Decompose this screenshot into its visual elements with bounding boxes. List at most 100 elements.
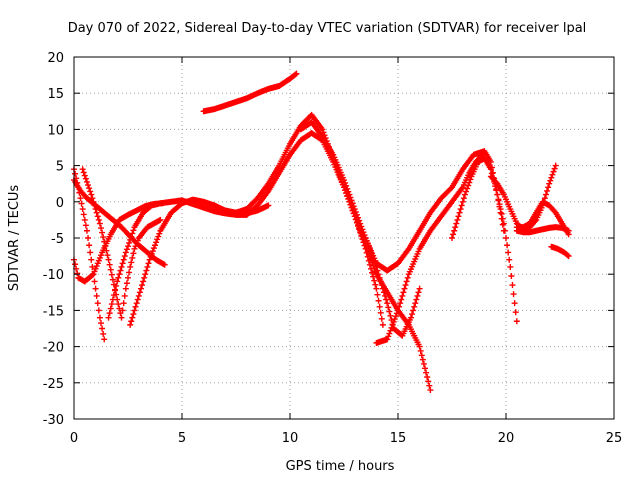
data-point: [550, 168, 557, 175]
data-point: [390, 318, 397, 325]
x-tick-label: 20: [498, 431, 515, 446]
data-point: [356, 217, 363, 224]
data-point: [388, 324, 395, 331]
data-point: [348, 197, 355, 204]
data-point: [353, 211, 360, 218]
data-point: [106, 310, 113, 317]
data-point: [544, 187, 551, 194]
data-point: [145, 260, 152, 267]
data-point: [362, 245, 369, 252]
data-point: [452, 224, 459, 231]
data-point: [106, 261, 113, 268]
data-point: [503, 235, 509, 241]
data-point: [552, 162, 559, 169]
data-point: [109, 276, 116, 283]
axis-ticks: 0 5 10 15 20 25 -30 -25 -20 -15 -10 -5 0 5 10 15 20: [43, 51, 623, 446]
data-point: [386, 330, 393, 337]
data-point: [382, 292, 389, 299]
data-point: [136, 289, 143, 296]
data-point: [122, 285, 129, 292]
data-point: [133, 240, 140, 247]
data-point: [132, 243, 139, 250]
data-point: [76, 189, 83, 196]
data-marks: [71, 70, 572, 394]
data-point: [343, 182, 350, 189]
data-point: [457, 206, 464, 213]
data-point: [352, 208, 359, 215]
data-point: [92, 285, 99, 292]
data-point: [359, 236, 366, 243]
data-point: [369, 269, 376, 276]
data-point: [416, 343, 423, 350]
data-point: [100, 234, 107, 241]
data-point: [493, 187, 500, 194]
data-point: [401, 285, 408, 292]
series-arc-7: [200, 70, 300, 115]
data-point: [89, 195, 96, 202]
data-point: [465, 182, 472, 189]
data-point: [120, 300, 127, 307]
y-tick-label: 0: [56, 196, 64, 211]
data-point: [119, 307, 126, 314]
data-point: [92, 206, 99, 213]
data-point: [411, 303, 418, 310]
data-point: [105, 314, 112, 321]
data-point: [110, 292, 117, 299]
data-point: [128, 318, 135, 325]
data-point: [112, 287, 119, 294]
x-tick-label: 0: [70, 431, 78, 446]
data-point: [508, 273, 515, 280]
data-point: [109, 296, 116, 303]
data-point: [467, 176, 474, 183]
data-point: [549, 171, 556, 178]
data-point: [146, 256, 153, 263]
data-point: [86, 242, 93, 249]
data-point: [155, 233, 162, 240]
data-point: [377, 309, 384, 316]
series-arc-13: [449, 155, 520, 325]
data-point: [130, 227, 137, 234]
data-point: [397, 300, 404, 307]
data-point: [91, 268, 98, 275]
data-point: [506, 256, 513, 263]
data-point: [89, 272, 96, 279]
data-point: [500, 220, 507, 227]
data-point: [375, 271, 382, 278]
data-point: [85, 182, 92, 189]
data-point: [565, 253, 572, 260]
data-point: [130, 311, 137, 318]
data-point: [347, 194, 354, 201]
data-point: [127, 236, 134, 243]
data-point: [95, 257, 102, 264]
data-point: [108, 301, 115, 308]
data-point: [547, 177, 554, 184]
data-point: [104, 252, 111, 259]
data-point: [361, 232, 368, 239]
data-point: [161, 261, 168, 268]
y-tick-label: -10: [43, 268, 64, 283]
data-point: [346, 191, 353, 198]
data-point: [114, 278, 121, 285]
data-point: [137, 285, 144, 292]
data-point: [153, 239, 160, 246]
data-point: [78, 200, 85, 207]
data-point: [379, 321, 386, 328]
data-point: [265, 202, 272, 209]
y-tick-label: 15: [47, 87, 64, 102]
data-point: [96, 220, 103, 227]
data-point: [122, 249, 129, 256]
data-point: [126, 269, 133, 276]
y-tick-label: -25: [43, 377, 64, 392]
data-point: [450, 231, 457, 238]
series-arc-16: [513, 224, 572, 236]
data-point: [141, 274, 148, 281]
data-point: [80, 169, 87, 176]
data-point: [94, 260, 101, 267]
y-tick-label: -30: [43, 413, 64, 428]
data-point: [379, 285, 386, 292]
data-point: [466, 179, 473, 186]
data-point: [358, 223, 365, 230]
data-point: [293, 70, 300, 77]
data-point: [92, 265, 99, 272]
data-point: [360, 229, 367, 236]
